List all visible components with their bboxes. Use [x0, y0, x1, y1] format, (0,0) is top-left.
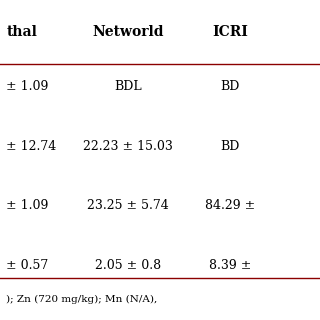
Text: ± 1.09: ± 1.09	[6, 80, 49, 93]
Text: ± 0.57: ± 0.57	[6, 259, 49, 272]
Text: 2.05 ± 0.8: 2.05 ± 0.8	[95, 259, 161, 272]
Text: 23.25 ± 5.74: 23.25 ± 5.74	[87, 199, 169, 212]
Text: 8.39 ±: 8.39 ±	[209, 259, 252, 272]
Text: 22.23 ± 15.03: 22.23 ± 15.03	[83, 140, 173, 153]
Text: ± 1.09: ± 1.09	[6, 199, 49, 212]
Text: thal: thal	[6, 25, 37, 39]
Text: ± 12.74: ± 12.74	[6, 140, 57, 153]
Text: ); Zn (720 mg/kg); Mn (N/A),: ); Zn (720 mg/kg); Mn (N/A),	[6, 295, 158, 304]
Text: BDL: BDL	[114, 80, 142, 93]
Text: ICRI: ICRI	[212, 25, 248, 39]
Text: BD: BD	[221, 140, 240, 153]
Text: Networld: Networld	[92, 25, 164, 39]
Text: 84.29 ±: 84.29 ±	[205, 199, 256, 212]
Text: BD: BD	[221, 80, 240, 93]
